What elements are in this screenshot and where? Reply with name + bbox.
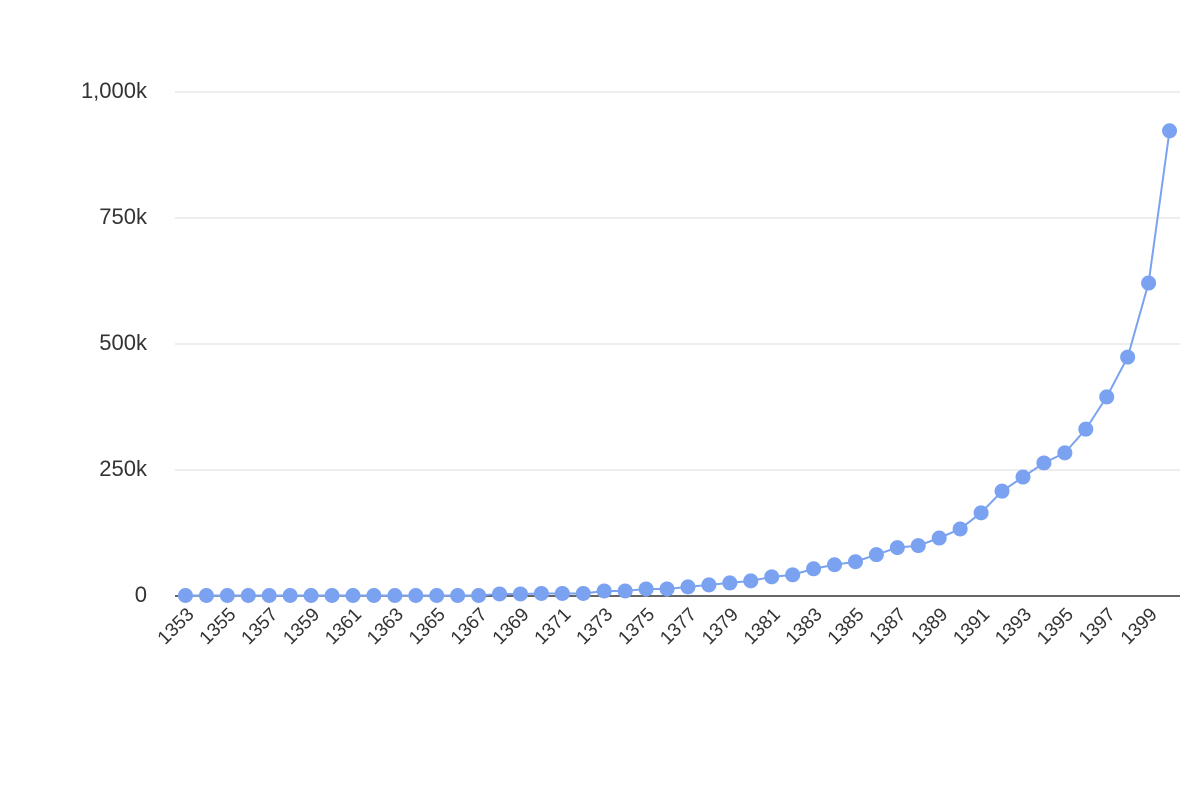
data-point <box>1099 389 1115 405</box>
data-point <box>638 581 654 597</box>
x-tick-label: 1369 <box>489 604 534 649</box>
data-point <box>1078 421 1094 437</box>
data-point <box>450 587 466 603</box>
data-point <box>512 586 528 602</box>
data-point <box>198 587 214 603</box>
data-point <box>868 547 884 563</box>
y-tick-label: 500k <box>99 330 148 355</box>
data-point <box>973 505 989 521</box>
y-tick-label: 250k <box>99 456 148 481</box>
data-point <box>910 538 926 554</box>
data-point <box>471 587 487 603</box>
data-point <box>806 561 822 577</box>
x-tick-label: 1373 <box>573 604 618 649</box>
x-tick-label: 1399 <box>1117 604 1162 649</box>
series-line <box>185 130 1171 597</box>
x-tick-label: 1391 <box>949 604 994 649</box>
data-point <box>722 575 738 591</box>
data-point <box>575 585 591 601</box>
data-point <box>219 587 235 603</box>
data-point <box>680 579 696 595</box>
data-point <box>827 557 843 573</box>
x-tick-label: 1367 <box>447 604 492 649</box>
x-tick-label: 1381 <box>740 604 785 649</box>
x-tick-label: 1371 <box>531 604 576 649</box>
x-tick-label: 1353 <box>154 604 199 649</box>
data-point <box>1120 349 1136 365</box>
data-point <box>177 587 193 603</box>
x-tick-label: 1385 <box>824 604 869 649</box>
data-point <box>1162 123 1178 139</box>
x-tick-label: 1355 <box>196 604 241 649</box>
data-point <box>282 587 298 603</box>
x-tick-label: 1379 <box>698 604 743 649</box>
data-point <box>1015 469 1031 485</box>
x-tick-label: 1397 <box>1075 604 1120 649</box>
x-tick-label: 1383 <box>782 604 827 649</box>
data-point <box>261 587 277 603</box>
y-tick-label: 0 <box>135 582 147 607</box>
x-tick-label: 1375 <box>614 604 659 649</box>
x-tick-label: 1387 <box>866 604 911 649</box>
data-point <box>408 587 424 603</box>
data-point <box>1057 445 1073 461</box>
data-point <box>533 585 549 601</box>
data-point <box>303 587 319 603</box>
data-point <box>596 583 612 599</box>
data-point <box>847 554 863 570</box>
data-point <box>931 530 947 546</box>
data-point <box>701 577 717 593</box>
x-tick-label: 1395 <box>1033 604 1078 649</box>
x-tick-label: 1377 <box>656 604 701 649</box>
data-point <box>1141 275 1157 291</box>
data-point <box>952 521 968 537</box>
data-point <box>366 587 382 603</box>
data-point <box>554 585 570 601</box>
data-point <box>743 573 759 589</box>
x-tick-label: 1365 <box>405 604 450 649</box>
x-tick-label: 1357 <box>238 604 283 649</box>
data-point <box>324 587 340 603</box>
data-point <box>764 569 780 585</box>
x-tick-label: 1393 <box>991 604 1036 649</box>
data-point <box>240 587 256 603</box>
data-point <box>1036 455 1052 471</box>
x-tick-label: 1389 <box>908 604 953 649</box>
data-point <box>889 540 905 556</box>
y-tick-label: 1,000k <box>81 78 148 103</box>
data-point <box>492 586 508 602</box>
data-point <box>994 483 1010 499</box>
data-point <box>785 567 801 583</box>
x-tick-label: 1361 <box>321 604 366 649</box>
y-tick-label: 750k <box>99 204 148 229</box>
data-point <box>387 587 403 603</box>
data-point <box>429 587 445 603</box>
x-tick-label: 1359 <box>279 604 324 649</box>
data-point <box>617 583 633 599</box>
data-point <box>345 587 361 603</box>
data-point <box>659 581 675 597</box>
x-tick-label: 1363 <box>363 604 408 649</box>
